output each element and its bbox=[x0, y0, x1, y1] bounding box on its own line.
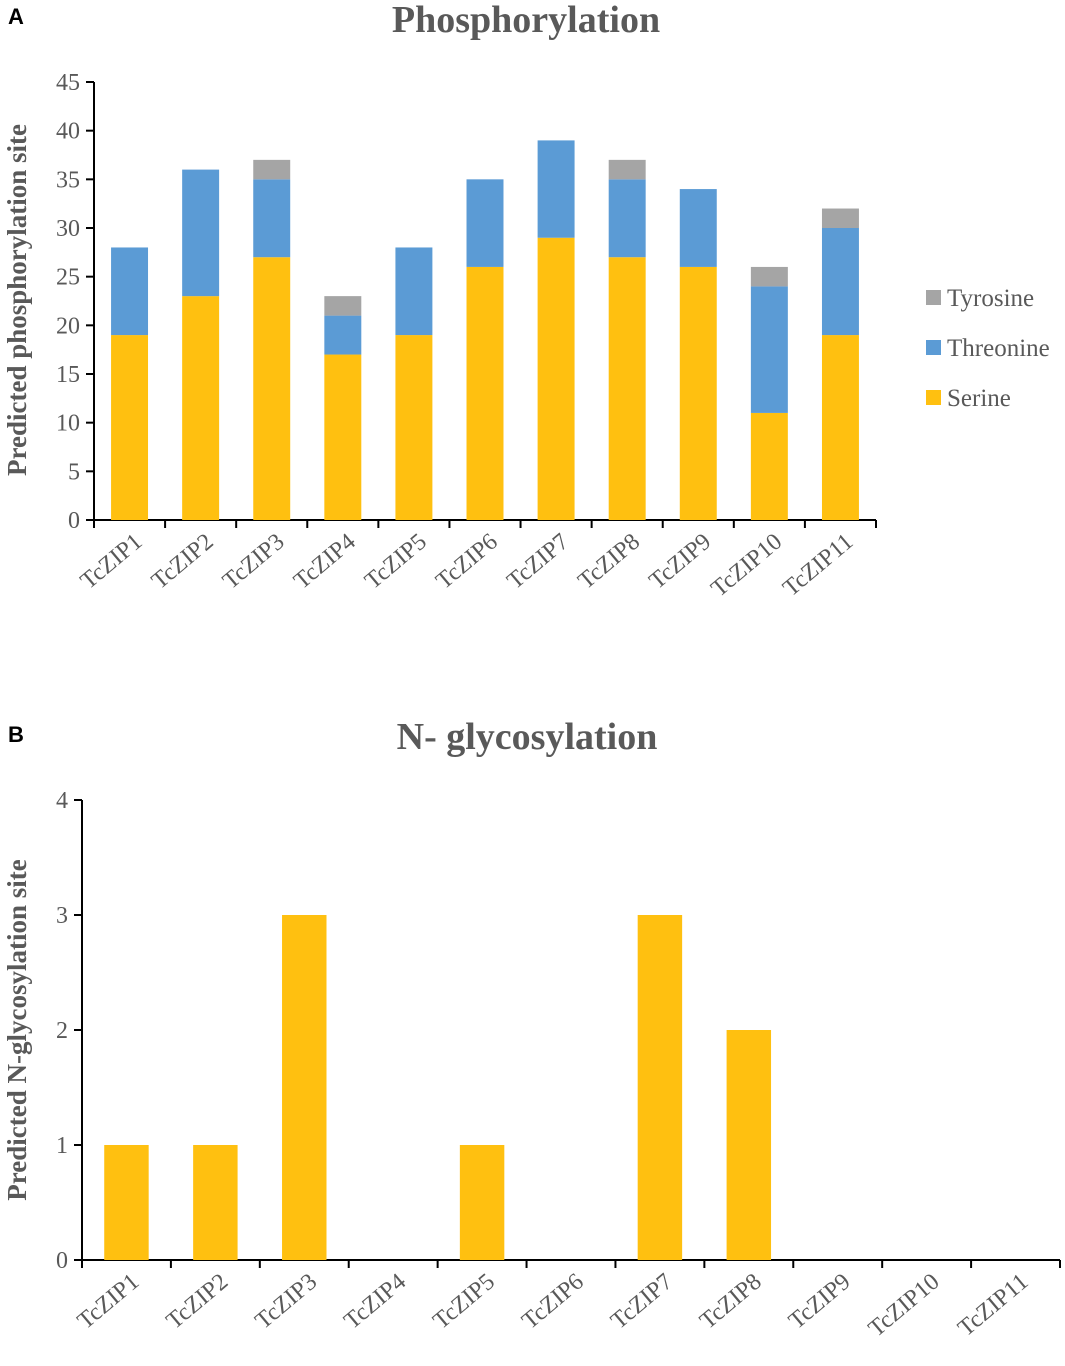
x-tick-label-tczip10: TcZIP10 bbox=[864, 1269, 945, 1343]
y-tick-label: 40 bbox=[56, 119, 80, 145]
bar-tczip2-n-glycosylation bbox=[193, 1145, 238, 1260]
x-tick-label-tczip8: TcZIP8 bbox=[573, 529, 645, 595]
x-tick-label-tczip5: TcZIP5 bbox=[360, 529, 432, 595]
bar-tczip10-threonine bbox=[750, 286, 788, 413]
bar-tczip1-n-glycosylation bbox=[104, 1145, 149, 1260]
y-tick-label: 45 bbox=[56, 70, 80, 96]
bar-tczip9-threonine bbox=[679, 189, 717, 267]
bar-tczip7-threonine bbox=[537, 140, 575, 238]
legend-label-tyrosine: Tyrosine bbox=[947, 285, 1034, 312]
bar-tczip7-n-glycosylation bbox=[637, 915, 683, 1260]
bar-tczip2-threonine bbox=[182, 169, 220, 297]
bars-phosphorylation bbox=[111, 140, 859, 520]
bar-tczip5-serine bbox=[395, 335, 433, 520]
bar-tczip3-n-glycosylation bbox=[282, 915, 327, 1260]
chart-title-phosphorylation: Phosphorylation bbox=[392, 0, 660, 41]
x-tick-label-tczip1: TcZIP1 bbox=[76, 529, 148, 595]
y-tick-label: 10 bbox=[56, 411, 80, 437]
panel-label-b: B bbox=[8, 722, 24, 747]
y-axis-label-glycosylation: Predicted N-glycosylation site bbox=[2, 859, 32, 1200]
bar-tczip5-threonine bbox=[395, 247, 433, 336]
legend-phosphorylation: Tyrosine Threonine Serine bbox=[926, 285, 1050, 412]
bar-tczip11-tyrosine bbox=[821, 208, 859, 228]
y-ticks-phosphorylation: 0 5 10 15 20 25 30 35 40 45 bbox=[56, 70, 94, 534]
y-tick-label: 30 bbox=[56, 216, 80, 242]
bar-tczip8-threonine bbox=[608, 179, 646, 258]
bar-tczip9-serine bbox=[679, 266, 717, 520]
bar-tczip3-tyrosine bbox=[253, 159, 291, 180]
x-tick-label-tczip3: TcZIP3 bbox=[218, 529, 290, 595]
bar-tczip4-threonine bbox=[324, 315, 362, 355]
x-tick-label-tczip2: TcZIP2 bbox=[162, 1269, 234, 1335]
x-tick-label-tczip7: TcZIP7 bbox=[502, 529, 574, 595]
bar-tczip8-n-glycosylation bbox=[726, 1030, 772, 1260]
x-ticks-phosphorylation: TcZIP1 TcZIP2 TcZIP3 TcZIP4 TcZIP5 TcZIP6 TcZI… bbox=[76, 520, 877, 603]
bar-tczip5-n-glycosylation bbox=[459, 1145, 505, 1260]
x-tick-label-tczip1: TcZIP1 bbox=[73, 1269, 145, 1335]
chart-title-glycosylation: N- glycosylation bbox=[397, 716, 658, 758]
x-ticks-glycosylation: TcZIP1 TcZIP2 TcZIP3 TcZIP4 TcZIP5 TcZIP6 TcZI… bbox=[73, 1260, 1061, 1343]
bar-tczip8-tyrosine bbox=[608, 159, 646, 180]
legend-swatch-tyrosine bbox=[926, 290, 941, 305]
x-tick-label-tczip6: TcZIP6 bbox=[431, 529, 503, 595]
phosphorylation-chart: A Phosphorylation Predicted phosphorylat… bbox=[2, 0, 1050, 602]
bar-tczip1-threonine bbox=[111, 247, 149, 336]
y-tick-label: 2 bbox=[56, 1018, 68, 1044]
x-tick-label-tczip8: TcZIP8 bbox=[695, 1269, 767, 1335]
y-tick-label: 15 bbox=[56, 362, 80, 388]
y-tick-label: 5 bbox=[68, 459, 80, 485]
x-tick-label-tczip5: TcZIP5 bbox=[428, 1269, 500, 1335]
x-tick-label-tczip9: TcZIP9 bbox=[784, 1269, 856, 1335]
y-ticks-glycosylation: 0 1 2 3 4 bbox=[56, 788, 82, 1274]
bar-tczip11-serine bbox=[821, 335, 859, 520]
x-tick-label-tczip9: TcZIP9 bbox=[645, 529, 717, 595]
x-tick-label-tczip10: TcZIP10 bbox=[706, 529, 787, 603]
y-tick-label: 3 bbox=[56, 903, 68, 929]
y-tick-label: 35 bbox=[56, 167, 80, 193]
bar-tczip10-tyrosine bbox=[750, 266, 788, 287]
x-tick-label-tczip4: TcZIP4 bbox=[339, 1269, 411, 1335]
x-tick-label-tczip7: TcZIP7 bbox=[606, 1269, 678, 1335]
y-tick-label: 25 bbox=[56, 265, 80, 291]
bar-tczip3-threonine bbox=[253, 179, 291, 258]
bars-glycosylation bbox=[104, 915, 772, 1260]
bar-tczip4-tyrosine bbox=[324, 296, 362, 316]
x-tick-label-tczip4: TcZIP4 bbox=[289, 529, 361, 595]
x-tick-label-tczip6: TcZIP6 bbox=[517, 1269, 589, 1335]
y-tick-label: 0 bbox=[68, 508, 80, 534]
legend-label-threonine: Threonine bbox=[947, 335, 1050, 362]
bar-tczip11-threonine bbox=[821, 228, 859, 336]
bar-tczip10-serine bbox=[750, 412, 788, 520]
x-tick-label-tczip11: TcZIP11 bbox=[778, 529, 858, 602]
legend-swatch-threonine bbox=[926, 340, 941, 355]
bar-tczip1-serine bbox=[111, 335, 149, 520]
y-axis-label-phosphorylation: Predicted phosphorylation site bbox=[2, 124, 32, 476]
panel-label-a: A bbox=[8, 4, 24, 29]
x-tick-label-tczip11: TcZIP11 bbox=[953, 1269, 1033, 1342]
x-tick-label-tczip2: TcZIP2 bbox=[147, 529, 219, 595]
bar-tczip4-serine bbox=[324, 354, 362, 520]
bar-tczip3-serine bbox=[253, 257, 291, 520]
glycosylation-chart: B N- glycosylation Predicted N-glycosyla… bbox=[2, 716, 1061, 1343]
x-tick-label-tczip3: TcZIP3 bbox=[251, 1269, 323, 1335]
bar-tczip2-serine bbox=[182, 296, 220, 520]
bar-tczip8-serine bbox=[608, 257, 646, 520]
bar-tczip6-serine bbox=[466, 266, 504, 520]
y-tick-label: 4 bbox=[56, 788, 68, 814]
bar-tczip7-serine bbox=[537, 237, 575, 520]
y-tick-label: 20 bbox=[56, 313, 80, 339]
bar-tczip6-threonine bbox=[466, 179, 504, 267]
y-tick-label: 1 bbox=[56, 1133, 68, 1159]
legend-label-serine: Serine bbox=[947, 385, 1011, 412]
y-tick-label: 0 bbox=[56, 1248, 68, 1274]
legend-swatch-serine bbox=[926, 390, 941, 405]
